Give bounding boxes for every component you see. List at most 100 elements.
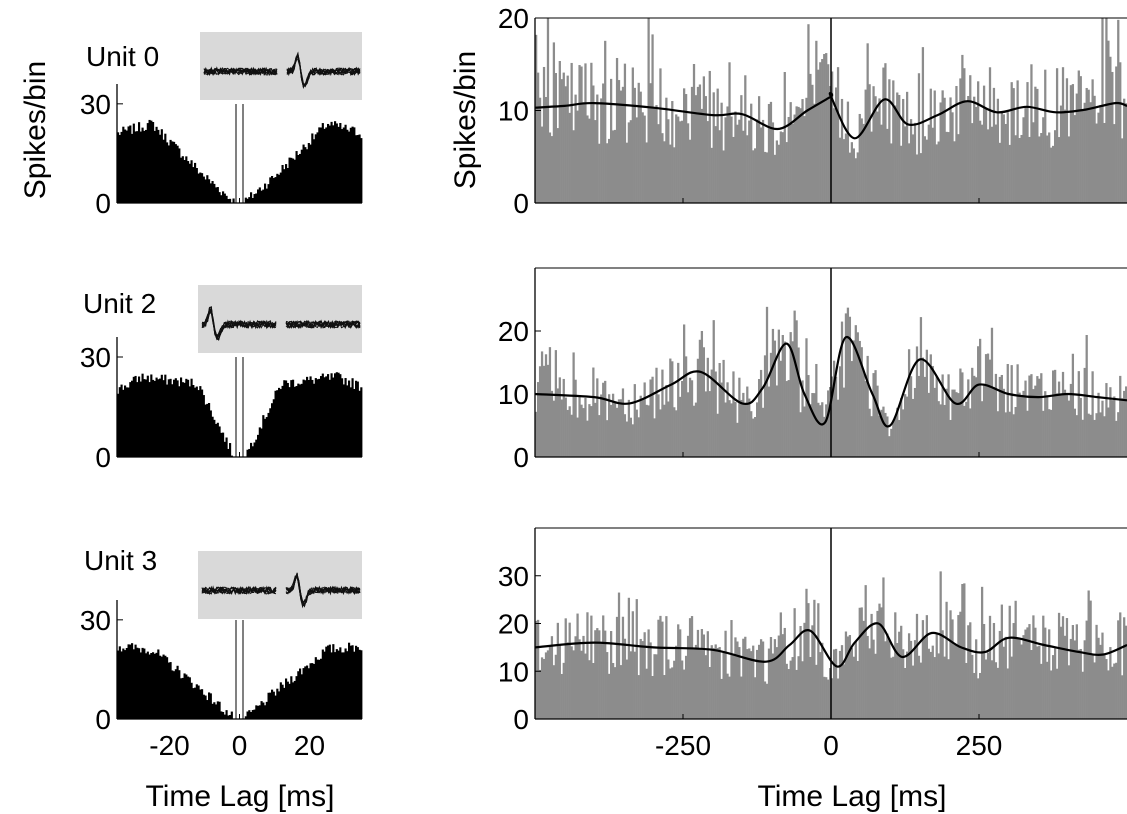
histogram-bar	[868, 84, 871, 203]
histogram-bar	[1079, 397, 1082, 457]
histogram-bar	[229, 715, 232, 719]
histogram-bar	[706, 357, 709, 457]
histogram-bar	[1077, 649, 1080, 719]
histogram-bar	[1014, 407, 1017, 457]
histogram-bar	[1044, 627, 1047, 719]
histogram-bar	[194, 162, 197, 203]
histogram-bar	[716, 413, 719, 457]
histogram-bar	[888, 640, 891, 719]
histogram-bar	[633, 87, 636, 203]
histogram-bar	[884, 63, 887, 204]
histogram-bar	[360, 138, 363, 203]
unit0-waveform-inset	[200, 32, 362, 100]
histogram-bar	[619, 665, 623, 719]
histogram-bar	[959, 368, 962, 457]
histogram-bar	[984, 108, 988, 203]
histogram-bar	[134, 644, 137, 719]
histogram-bar	[769, 101, 773, 203]
histogram-bar	[785, 381, 788, 457]
histogram-bar	[769, 637, 773, 719]
histogram-bar	[1099, 412, 1102, 457]
histogram-bar	[637, 417, 640, 457]
histogram-bar	[738, 647, 741, 719]
x-tick-label: 20	[294, 730, 325, 761]
histogram-bar	[1117, 412, 1120, 457]
histogram-bar	[834, 87, 838, 203]
histogram-bar	[598, 630, 601, 719]
histogram-bar	[880, 607, 883, 719]
histogram-bar	[325, 646, 328, 719]
histogram-bar	[341, 378, 344, 457]
histogram-bar	[302, 144, 305, 203]
histogram-bar	[124, 129, 127, 203]
histogram-bar	[655, 654, 658, 719]
histogram-bar	[799, 412, 802, 457]
histogram-bar	[309, 376, 312, 457]
histogram-bar	[1125, 625, 1127, 719]
histogram-bar	[1004, 412, 1007, 457]
histogram-bar	[692, 405, 696, 457]
histogram-bar	[199, 172, 202, 203]
histogram-bar	[619, 399, 623, 457]
histogram-bar	[915, 346, 919, 457]
histogram-bar	[314, 378, 317, 457]
histogram-bar	[643, 115, 646, 203]
histogram-bar	[211, 703, 214, 719]
histogram-bar	[267, 184, 270, 203]
histogram-bar	[600, 394, 603, 457]
histogram-bar	[781, 634, 784, 719]
histogram-bar	[1115, 66, 1118, 204]
histogram-bar	[572, 650, 575, 719]
histogram-bar	[805, 97, 808, 203]
histogram-bar	[647, 405, 650, 457]
histogram-bar	[272, 178, 275, 203]
histogram-bar	[136, 131, 139, 203]
histogram-bar	[1018, 392, 1021, 457]
histogram-bar	[931, 365, 934, 457]
histogram-bar	[740, 95, 743, 203]
histogram-bar	[653, 107, 656, 203]
histogram-bar	[773, 154, 777, 203]
histogram-bar	[353, 651, 356, 719]
histogram-bar	[286, 382, 289, 457]
histogram-bar	[720, 102, 723, 203]
histogram-bar	[257, 189, 260, 203]
histogram-bar	[673, 147, 676, 203]
histogram-bar	[888, 79, 891, 203]
histogram-bar	[700, 330, 704, 457]
histogram-bar	[775, 385, 779, 457]
histogram-bar	[1006, 112, 1009, 203]
histogram-bar	[882, 67, 885, 203]
histogram-bar	[998, 630, 1001, 719]
histogram-bar	[615, 616, 619, 719]
unit2-label: Unit 2	[83, 288, 156, 319]
histogram-bar	[355, 380, 358, 457]
histogram-bar	[166, 657, 169, 719]
histogram-bar	[548, 645, 552, 719]
histogram-bar	[309, 144, 312, 203]
histogram-bar	[690, 380, 694, 457]
histogram-bar	[860, 118, 863, 203]
histogram-bar	[1055, 668, 1059, 719]
histogram-bar	[307, 143, 310, 203]
histogram-bar	[722, 150, 725, 203]
histogram-bar	[129, 644, 132, 719]
histogram-bar	[1016, 637, 1019, 719]
histogram-bar	[129, 382, 132, 457]
histogram-bar	[1089, 600, 1092, 719]
histogram-bar	[349, 645, 352, 719]
histogram-bar	[1097, 637, 1100, 719]
histogram-bar	[698, 339, 702, 457]
histogram-bar	[858, 607, 861, 719]
histogram-bar	[127, 644, 130, 719]
histogram-bar	[882, 577, 885, 719]
histogram-bar	[639, 395, 642, 457]
histogram-bar	[286, 168, 289, 203]
histogram-bar	[229, 198, 232, 203]
histogram-bar	[860, 347, 863, 457]
histogram-bar	[803, 622, 806, 719]
histogram-bar	[269, 692, 272, 719]
histogram-bar	[190, 682, 193, 719]
histogram-bar	[1077, 70, 1080, 203]
histogram-bar	[250, 442, 253, 457]
